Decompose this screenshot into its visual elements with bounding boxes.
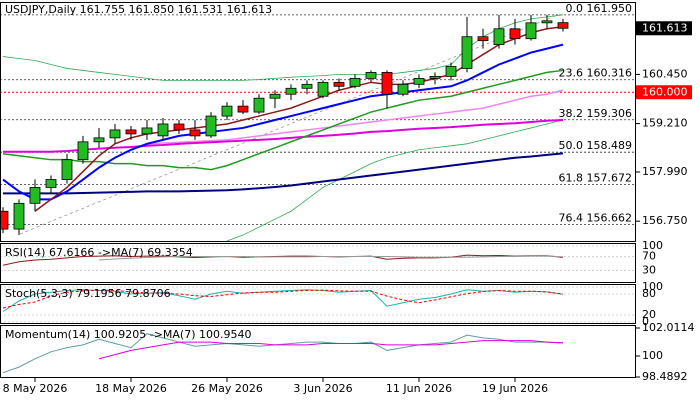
candle-body [381,72,393,95]
y-tick-label: 70 [642,250,656,263]
grid-layer [0,14,640,382]
plot-layer [0,14,569,374]
candle-body [365,72,377,79]
price-label: 161.613 [642,21,688,34]
fib-label: 0.0 161.950 [566,2,632,15]
panel-title: RSI(14) 67.6166 ->MA(7) 69.3354 [5,246,193,259]
x-tick-label: 8 May 2026 [3,382,68,395]
candle-body [205,115,217,137]
candle-body [125,129,137,135]
candle-body [445,66,457,77]
x-tick-label: 3 Jun 2026 [293,382,352,395]
y-tick-label: 20 [642,308,656,321]
rsi-frame [0,243,636,283]
moving-average [3,119,564,153]
candle-body [109,129,121,139]
y-tick-label: 159.210 [642,117,688,130]
candle-body [429,75,441,79]
y-tick-label: 0 [642,315,649,328]
fib-label: 23.6 160.316 [559,67,632,80]
candle-body [93,137,105,143]
y-tick-label: 100 [642,239,663,252]
candle-body [29,187,41,204]
y-tick-label: 157.990 [642,165,688,178]
moving-average [146,89,564,145]
x-tick-label: 18 May 2026 [95,382,167,395]
candle-body [557,22,569,29]
candle-body [333,81,345,87]
candle-body [285,87,297,95]
y-tick-label: 30 [642,264,656,277]
indicator-line [98,340,564,360]
candle-body [221,105,233,117]
indicator-line [2,254,564,266]
candle-body [45,179,57,188]
main-frame [0,2,636,242]
candle-body [13,202,25,230]
candle-body [413,77,425,85]
candle-body [253,97,265,113]
y-tick-label: 160.450 [642,67,688,80]
indicator-line [98,255,564,261]
stoch-frame [0,284,636,324]
candle-body [173,123,185,131]
moving-average [2,69,564,171]
indicator-line [2,333,564,374]
frame [0,2,636,378]
candle-body [301,83,313,89]
fib-label: 50.0 158.489 [559,139,632,152]
candle-body [493,28,505,46]
candle-body [477,36,489,42]
indicator-line [2,289,564,309]
moving-average [3,152,564,195]
candle-body [397,83,409,95]
price-box [636,21,692,36]
y-tick-label: 156.750 [642,214,688,227]
candle-body [61,159,73,180]
candle-body [189,129,201,137]
y-tick-label: 100 [642,349,663,362]
panel-title: Stoch(5,3,3) 79.1956 79.8706 [5,287,171,300]
candle-body [0,210,9,230]
y-tick-label: 100 [642,280,663,293]
y-tick-label: 98.4892 [642,370,688,383]
chart-title: USDJPY,Daily 161.755 161.850 161.531 161… [5,3,272,16]
candle-body [461,36,473,69]
x-tick-label: 19 Jun 2026 [482,382,548,395]
moving-average [34,26,564,212]
fib-label: 38.2 159.306 [559,107,632,120]
moving-average [226,119,564,242]
label-layer: 160.450 159.210 157.990 156.750 0.0 161.950 2… [3,2,695,395]
candle-body [157,123,169,137]
candle-body [269,93,281,99]
candle-body [77,141,89,161]
candle-body [541,20,553,24]
y-tick-label: 102.0114 [642,321,695,334]
trend-line [19,13,561,235]
panel-title: Momentum(14) 100.9205 ->MA(7) 100.9540 [5,328,252,341]
candle-body [349,77,361,87]
x-tick-label: 26 May 2026 [191,382,263,395]
candle-body [509,28,521,40]
momentum-frame [0,325,636,378]
fib-label: 61.8 157.672 [559,172,632,185]
price-box [636,85,692,100]
moving-average [2,43,564,201]
x-tick-label: 11 Jun 2026 [386,382,452,395]
y-tick-label: 80 [642,287,656,300]
candle-body [141,127,153,135]
candle-body [237,105,249,113]
candle-body [317,81,329,97]
price-label: 160.000 [642,85,688,98]
fib-label: 76.4 156.662 [559,212,632,225]
candle-body [525,22,537,40]
